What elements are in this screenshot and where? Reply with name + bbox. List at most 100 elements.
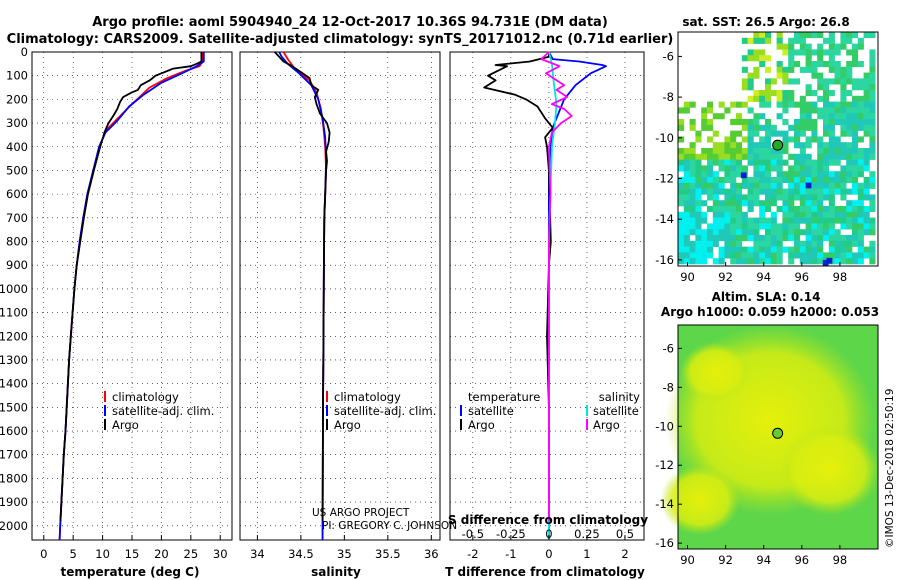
depth-tick-label: 200 xyxy=(6,92,28,106)
sst-cell xyxy=(799,159,806,166)
sst-cell xyxy=(776,235,783,242)
sst-cell xyxy=(828,177,835,184)
sst-cell xyxy=(683,182,690,189)
sst-cell xyxy=(759,101,766,108)
sst-cell xyxy=(823,159,830,166)
sst-cell xyxy=(765,95,772,102)
sst-cell xyxy=(863,84,870,91)
sst-cell xyxy=(805,153,812,160)
sst-cell xyxy=(695,258,702,265)
sst-cell xyxy=(712,258,719,265)
sst-cell xyxy=(869,32,876,39)
sst-cell xyxy=(794,194,801,201)
sst-cell xyxy=(683,194,690,201)
sst-cell xyxy=(701,107,708,114)
sst-cell xyxy=(678,258,685,265)
sst-cell-cold xyxy=(805,182,812,189)
difference-grid xyxy=(450,51,644,540)
depth-tick-label: 1300 xyxy=(0,353,28,367)
sst-cell xyxy=(857,37,864,44)
sst-cell xyxy=(817,217,824,224)
sst-cell xyxy=(776,37,783,44)
x-tick-label: 10 xyxy=(95,547,110,561)
sst-cell xyxy=(765,130,772,137)
sst-cell xyxy=(707,124,714,131)
sst-cell xyxy=(782,159,789,166)
sst-cell xyxy=(724,171,731,178)
sst-cell xyxy=(794,78,801,85)
sst-cell xyxy=(794,142,801,149)
sst-cell xyxy=(805,124,812,131)
x-tick-label: 0 xyxy=(40,547,47,561)
sst-cell xyxy=(834,258,841,265)
sst-cell xyxy=(852,142,859,149)
sst-cell xyxy=(765,194,772,201)
sst-cell xyxy=(730,130,737,137)
x-tick-label: 25 xyxy=(184,547,199,561)
sst-cell xyxy=(840,246,847,253)
sst-cell xyxy=(741,223,748,230)
sst-cell xyxy=(765,200,772,207)
sst-cell xyxy=(724,217,731,224)
sst-cell xyxy=(753,37,760,44)
sst-cell xyxy=(840,113,847,120)
altimetry-high-anomaly xyxy=(660,465,740,535)
sst-cell xyxy=(805,258,812,265)
depth-tick-label: 400 xyxy=(6,140,28,154)
sst-cell xyxy=(701,240,708,247)
sst-cell xyxy=(834,252,841,259)
sst-cell xyxy=(753,90,760,97)
sst-cell xyxy=(799,182,806,189)
sst-cell xyxy=(811,130,818,137)
depth-tick-label: 1800 xyxy=(0,471,28,485)
sst-cell xyxy=(834,113,841,120)
sst-cell xyxy=(846,246,853,253)
sst-cell xyxy=(828,101,835,108)
legend-satellite: satellite-adj. clim. xyxy=(112,404,214,418)
sst-cell xyxy=(678,182,685,189)
sst-cell xyxy=(823,95,830,102)
sst-cell xyxy=(695,229,702,236)
sst-cell xyxy=(736,240,743,247)
sst-cell xyxy=(753,66,760,73)
sst-cell xyxy=(770,235,777,242)
sst-cell xyxy=(776,153,783,160)
sst-cell xyxy=(701,235,708,242)
sst-cell xyxy=(869,101,876,108)
sst-cell xyxy=(817,223,824,230)
sst-cell xyxy=(718,113,725,120)
altimetry-map-frame xyxy=(677,324,879,550)
sst-cell xyxy=(852,113,859,120)
sst-cell xyxy=(799,107,806,114)
sst-cell xyxy=(701,252,708,259)
sst-cell xyxy=(707,119,714,126)
legend-climatology: climatology xyxy=(112,390,179,404)
sst-cell xyxy=(747,130,754,137)
sst-cell xyxy=(805,171,812,178)
sst-cell xyxy=(840,95,847,102)
sst-cell xyxy=(718,235,725,242)
sst-cell xyxy=(863,130,870,137)
sst-cell xyxy=(817,153,824,160)
sst-cell xyxy=(799,49,806,56)
sst-cell xyxy=(794,37,801,44)
sst-cell xyxy=(799,113,806,120)
sst-cell xyxy=(869,148,876,155)
sst-cell xyxy=(736,194,743,201)
sst-cell xyxy=(788,188,795,195)
sst-cell xyxy=(759,113,766,120)
sst-cell xyxy=(678,240,685,247)
sst-cell xyxy=(823,211,830,218)
sst-cell xyxy=(788,223,795,230)
sst-cell xyxy=(794,206,801,213)
sst-cell xyxy=(805,61,812,68)
sst-cell xyxy=(776,240,783,247)
sst-cell xyxy=(869,61,876,68)
sst-cell xyxy=(828,61,835,68)
sst-cell xyxy=(741,194,748,201)
sst-cell xyxy=(823,206,830,213)
sst-cell xyxy=(840,171,847,178)
sst-cell xyxy=(817,240,824,247)
sst-cell xyxy=(817,177,824,184)
sst-cell xyxy=(852,61,859,68)
